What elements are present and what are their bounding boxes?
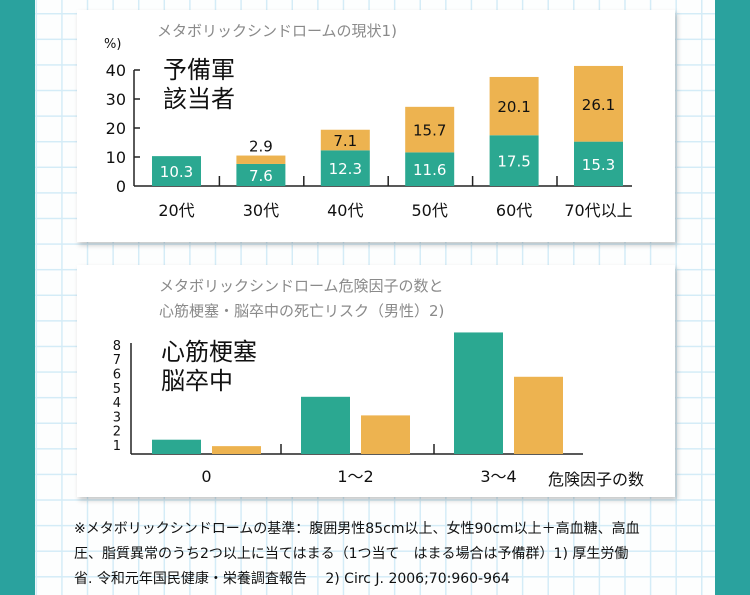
legend-label-shinkin-kousoku: 心筋梗塞	[161, 338, 257, 366]
y-tick-label: 6	[113, 368, 121, 383]
bar-gaitousha	[574, 141, 623, 186]
bar-noussotchu	[361, 415, 410, 454]
right-teal-stripe	[715, 0, 750, 595]
y-tick-label: 10	[106, 148, 126, 167]
footnote-line: ※メタボリックシンドロームの基準：腹囲男性85cm以上、女性90cm以上＋高血糖…	[74, 521, 640, 537]
x-tick-label: 1〜2	[337, 467, 373, 486]
data-label: 7.6	[249, 167, 273, 185]
y-tick-label: 7	[113, 353, 121, 368]
y-tick-label: 2	[113, 425, 121, 440]
x-tick-label: 0	[201, 467, 211, 486]
legend-label-yobigun: 予備軍	[163, 56, 235, 84]
x-tick-label: 50代	[412, 201, 448, 220]
chart-title-line-1: メタボリックシンドローム危険因子の数と	[159, 277, 444, 295]
y-tick-label: 30	[106, 90, 126, 109]
data-label: 15.3	[582, 156, 615, 174]
x-tick-label: 60代	[496, 201, 532, 220]
bar-shinkin-kousoku	[301, 396, 350, 454]
bar-noussotchu	[514, 376, 563, 454]
bar-yobigun	[405, 106, 455, 153]
chart-card-risk-factors: メタボリックシンドローム危険因子の数と 心筋梗塞・脳卒中の死亡リスク（男性）2)…	[77, 265, 675, 497]
chart-risk-factors: メタボリックシンドローム危険因子の数と 心筋梗塞・脳卒中の死亡リスク（男性）2)…	[113, 277, 644, 489]
data-label: 12.3	[329, 160, 362, 178]
footnote-line: 圧、脂質異常のうち2つ以上に当てはまる（1つ当て はまる場合は予備群）1) 厚生…	[74, 546, 629, 562]
chart-title-line-2: 心筋梗塞・脳卒中の死亡リスク（男性）2)	[159, 302, 444, 320]
data-label: 17.5	[497, 153, 530, 171]
y-tick-label: 0	[116, 177, 126, 196]
y-tick-label: 8	[113, 339, 121, 354]
y-tick-label: 1	[113, 439, 121, 454]
chart-title: メタボリックシンドロームの現状1)	[157, 22, 397, 40]
bar-noussotchu	[212, 446, 261, 454]
y-tick-label: 40	[106, 61, 126, 80]
data-label: 20.1	[497, 98, 530, 116]
x-tick-label: 40代	[327, 201, 363, 220]
data-label: 26.1	[582, 96, 615, 114]
bar-yobigun	[320, 129, 370, 151]
legend-label-noussotchu: 脳卒中	[161, 367, 233, 395]
bar-gaitousha	[152, 156, 201, 186]
data-label: 10.3	[160, 163, 193, 181]
left-teal-stripe	[0, 0, 35, 595]
bar-shinkin-kousoku	[454, 332, 503, 454]
x-tick-label: 70代以上	[564, 201, 632, 220]
y-tick-label: 5	[113, 382, 121, 397]
chart-card-metabolic-status: メタボリックシンドロームの現状1) %) 予備軍 該当者 0 10 20 30 40 20…	[77, 10, 675, 242]
bar-yobigun	[236, 155, 286, 164]
x-axis-label: 危険因子の数	[548, 470, 644, 489]
bar-gaitousha	[236, 163, 286, 186]
data-label: 7.1	[333, 132, 357, 150]
bar-gaitousha	[405, 152, 455, 186]
chart-metabolic-status: メタボリックシンドロームの現状1) %) 予備軍 該当者 0 10 20 30 40 20…	[104, 22, 633, 220]
bar-yobigun	[489, 76, 539, 136]
bar-yobigun	[574, 65, 623, 142]
y-tick-label: 20	[106, 119, 126, 138]
y-tick-label: 4	[113, 396, 121, 411]
x-tick-label: 30代	[243, 201, 279, 220]
bar-gaitousha	[489, 135, 539, 186]
footnote-line: 省. 令和元年国民健康・栄養調査報告 2) Circ J. 2006;70:96…	[74, 571, 510, 587]
x-tick-label: 3〜4	[480, 467, 516, 486]
x-tick-label: 20代	[158, 201, 194, 220]
data-label: 11.6	[413, 161, 446, 179]
legend-label-gaitousha: 該当者	[163, 85, 235, 113]
bar-shinkin-kousoku	[152, 439, 201, 454]
y-axis-unit: %)	[104, 37, 121, 52]
y-tick-label: 3	[113, 410, 121, 425]
data-label: 2.9	[249, 138, 273, 156]
bar-gaitousha	[320, 150, 370, 186]
footnote: ※メタボリックシンドロームの基準：腹囲男性85cm以上、女性90cm以上＋高血糖…	[74, 517, 694, 592]
data-label: 15.7	[413, 122, 446, 140]
